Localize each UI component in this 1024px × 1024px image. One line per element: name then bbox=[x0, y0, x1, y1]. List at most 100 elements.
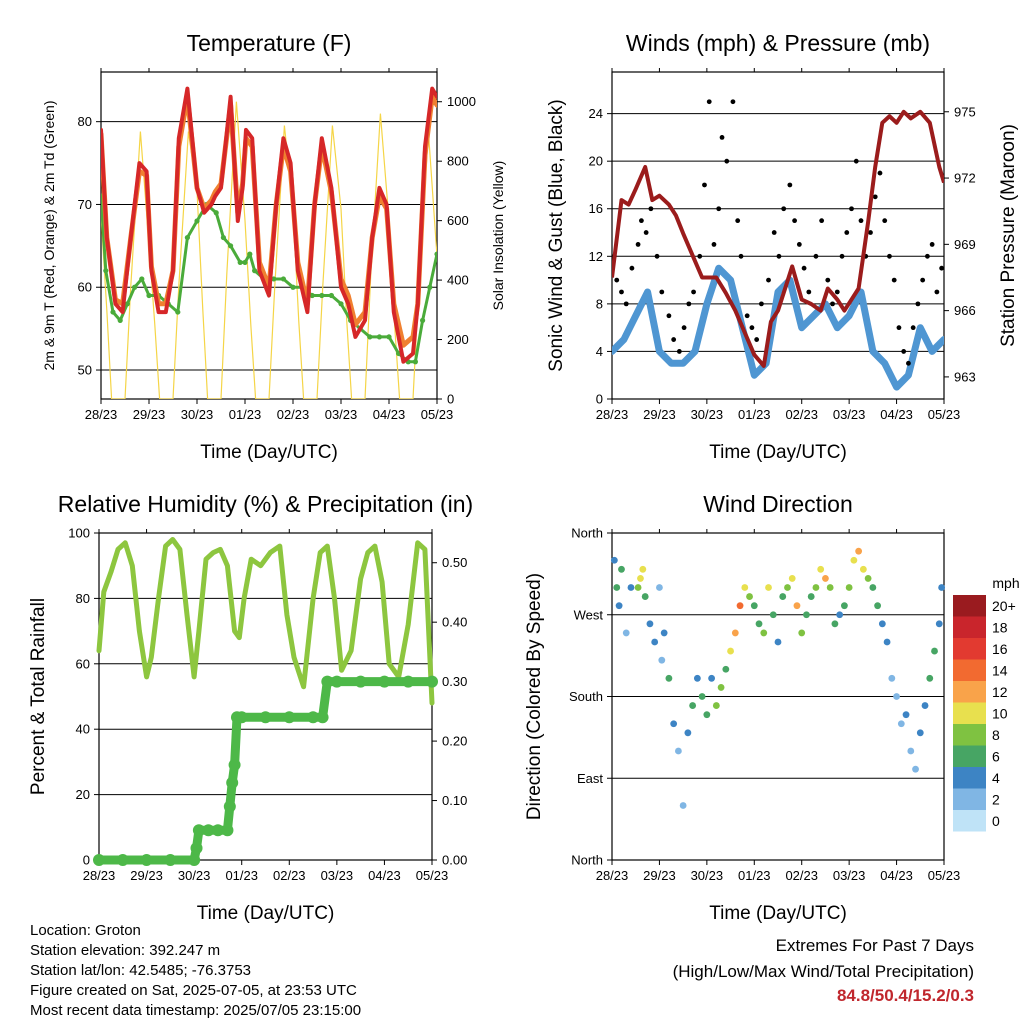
point-gust bbox=[639, 218, 644, 224]
y-right-tick-label: 972 bbox=[954, 171, 976, 186]
y-right-tick-label: 963 bbox=[954, 369, 976, 384]
series-solar bbox=[101, 101, 437, 399]
point-gust bbox=[759, 301, 764, 307]
y-right-tick-label: 600 bbox=[447, 213, 469, 228]
point-precip bbox=[140, 854, 153, 866]
point-direction bbox=[779, 593, 787, 600]
y-tick-label: 16 bbox=[589, 201, 603, 216]
x-tick-label: 01/23 bbox=[738, 407, 771, 422]
y-axis-label: Direction (Colored By Speed) bbox=[524, 573, 545, 820]
point-direction bbox=[736, 602, 744, 610]
point-direction bbox=[675, 747, 682, 755]
point-gust bbox=[819, 218, 825, 224]
legend-swatch bbox=[953, 702, 986, 724]
legend-label: 4 bbox=[992, 770, 1000, 786]
y-right-tick-label: 969 bbox=[954, 237, 976, 252]
point-direction bbox=[615, 602, 623, 610]
point-direction bbox=[656, 584, 663, 591]
point-direction bbox=[679, 802, 687, 809]
legend-swatch bbox=[953, 767, 986, 789]
series-sonic-wind bbox=[612, 264, 944, 391]
point-gust bbox=[654, 253, 660, 259]
point-direction bbox=[859, 565, 867, 573]
x-tick-label: 01/23 bbox=[225, 868, 258, 883]
chart-panel-3: 28/23 29/23 30/23 01/23 02/23 03/23 04/23 05/23… bbox=[524, 491, 1020, 924]
point-precip bbox=[307, 711, 320, 724]
point-precip bbox=[188, 854, 201, 866]
point-direction bbox=[665, 674, 673, 682]
point-precip bbox=[354, 675, 367, 688]
legend-swatch bbox=[953, 788, 986, 810]
chart-panel-1: 28/23 29/23 30/23 01/23 02/23 03/23 04/23 05/23… bbox=[546, 30, 1019, 463]
y-right-tick-label: 966 bbox=[954, 303, 976, 318]
recent-timestamp-text: Most recent data timestamp: 2025/07/05 2… bbox=[30, 1002, 362, 1019]
location-text: Location: Groton bbox=[30, 922, 141, 939]
point-direction bbox=[722, 665, 730, 673]
y-tick-label: 20 bbox=[76, 787, 90, 802]
point-gust bbox=[623, 301, 629, 307]
y-tick-label: 0 bbox=[596, 392, 603, 407]
elevation-text: Station elevation: 392.247 m bbox=[30, 942, 221, 959]
point-direction bbox=[660, 629, 668, 637]
point-precip bbox=[116, 854, 129, 866]
point-direction bbox=[869, 584, 877, 591]
point-gust bbox=[806, 289, 812, 295]
x-tick-label: 04/23 bbox=[880, 868, 913, 883]
point-direction bbox=[935, 620, 943, 628]
point-precip bbox=[223, 800, 236, 813]
legend-label: 18 bbox=[992, 620, 1008, 636]
x-tick-label: 28/23 bbox=[83, 868, 116, 883]
point-direction bbox=[658, 656, 666, 664]
chart-title: Relative Humidity (%) & Precipitation (i… bbox=[58, 491, 473, 517]
x-tick-label: 29/23 bbox=[643, 407, 676, 422]
x-tick-label: 02/23 bbox=[785, 868, 818, 883]
y-right-tick-label: 1000 bbox=[447, 94, 476, 109]
legend-label: 14 bbox=[992, 663, 1008, 679]
point-gust bbox=[697, 253, 703, 259]
point-direction bbox=[746, 593, 753, 600]
series-rh bbox=[96, 537, 435, 706]
point-direction bbox=[874, 602, 881, 610]
point-precip bbox=[330, 675, 343, 688]
point-gust bbox=[706, 99, 712, 105]
point-gust bbox=[825, 277, 831, 283]
point-gust bbox=[915, 301, 921, 307]
point-gust bbox=[887, 253, 892, 259]
point-gust bbox=[939, 265, 944, 271]
point-direction bbox=[916, 729, 924, 737]
point-direction bbox=[712, 702, 720, 709]
point-direction bbox=[622, 629, 630, 637]
point-gust bbox=[896, 325, 902, 331]
point-gust bbox=[671, 337, 677, 342]
point-precip bbox=[228, 758, 241, 771]
x-tick-label: 05/23 bbox=[416, 868, 449, 883]
point-direction bbox=[684, 729, 692, 737]
plot-frame bbox=[611, 71, 945, 400]
y-tick-label: North bbox=[571, 526, 603, 541]
x-tick-label: 03/23 bbox=[325, 407, 358, 422]
point-direction bbox=[902, 711, 910, 719]
point-gust bbox=[839, 253, 845, 259]
y-right-tick-label: 0.10 bbox=[442, 793, 467, 808]
point-gust bbox=[730, 99, 736, 105]
point-direction bbox=[897, 720, 905, 728]
x-axis-label: Time (Day/UTC) bbox=[709, 903, 847, 924]
y-tick-label: 60 bbox=[78, 280, 92, 295]
point-gust bbox=[868, 230, 873, 235]
series-group bbox=[93, 537, 438, 866]
point-direction bbox=[708, 674, 715, 682]
point-direction bbox=[817, 565, 825, 573]
y-right-tick-label: 975 bbox=[954, 104, 976, 119]
point-gust bbox=[676, 349, 682, 354]
point-gust bbox=[666, 313, 672, 319]
x-axis-label: Time (Day/UTC) bbox=[197, 903, 335, 924]
x-axis-label: Time (Day/UTC) bbox=[200, 442, 338, 463]
point-gust bbox=[635, 242, 641, 247]
y-right-tick-label: 400 bbox=[447, 273, 469, 288]
point-precip bbox=[259, 711, 272, 724]
point-gust bbox=[738, 253, 744, 259]
point-direction bbox=[926, 674, 934, 682]
point-gust bbox=[920, 277, 926, 283]
point-direction bbox=[831, 620, 839, 628]
